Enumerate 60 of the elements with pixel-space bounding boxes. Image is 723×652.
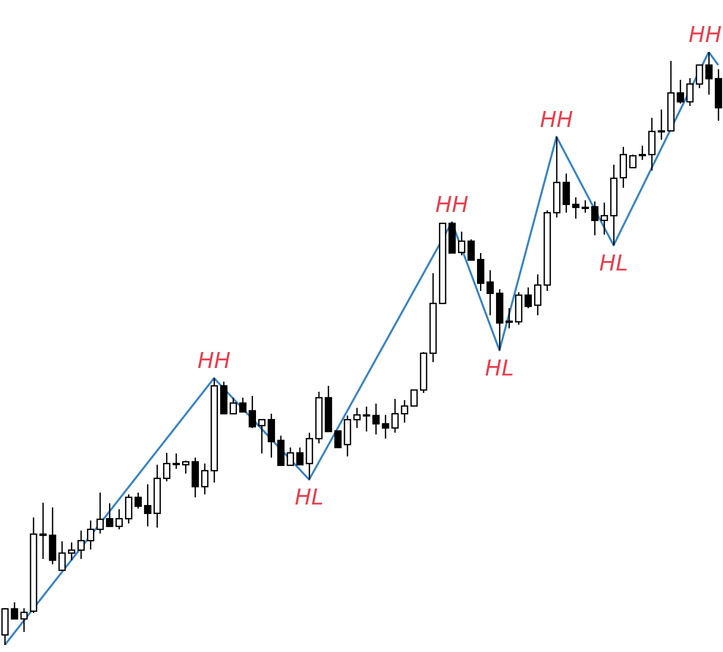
candlestick xyxy=(334,430,342,448)
candlestick xyxy=(696,64,704,89)
candlestick xyxy=(116,508,123,530)
candlestick xyxy=(362,406,370,432)
candlestick xyxy=(39,502,47,560)
candlestick xyxy=(562,172,570,214)
candlestick xyxy=(296,446,304,466)
candlestick xyxy=(572,196,580,220)
candlestick xyxy=(353,407,361,429)
candlestick xyxy=(20,608,28,633)
candlestick xyxy=(372,403,380,436)
annotation: HL xyxy=(599,251,628,276)
candlestick xyxy=(524,286,532,309)
candlestick xyxy=(201,462,208,496)
candlestick xyxy=(600,202,608,236)
annotation: HH xyxy=(540,108,574,133)
candlestick xyxy=(410,389,418,407)
candlestick xyxy=(86,520,94,550)
candlestick xyxy=(163,452,170,482)
candlestick xyxy=(258,419,266,454)
candlestick xyxy=(705,52,713,96)
candlestick xyxy=(144,484,152,528)
candlestick xyxy=(486,270,494,316)
annotation: HH xyxy=(198,349,231,374)
candlestick xyxy=(230,397,237,414)
candlestick xyxy=(96,492,104,534)
candlestick xyxy=(686,77,694,107)
candlestick xyxy=(182,460,190,474)
candlestick xyxy=(125,494,132,524)
candlestick xyxy=(172,452,180,470)
candlestick xyxy=(648,117,656,172)
candlestick xyxy=(286,446,294,466)
annotation: HH xyxy=(435,193,468,218)
candlestick xyxy=(239,397,246,413)
candlestick xyxy=(77,530,85,560)
annotation: HL xyxy=(294,486,324,511)
annotation: HH xyxy=(688,23,722,48)
annotation: HL xyxy=(485,356,514,382)
candlestick xyxy=(534,274,542,316)
candlestick xyxy=(10,602,18,620)
candlestick xyxy=(458,231,466,256)
candlestick xyxy=(391,398,399,434)
candlestick xyxy=(629,154,637,168)
candlestick xyxy=(638,145,646,161)
candlestick xyxy=(382,414,390,440)
candlestick xyxy=(400,399,408,424)
candlestick xyxy=(506,308,513,329)
candlestick xyxy=(582,200,589,214)
candlestick xyxy=(620,146,628,188)
candlestick xyxy=(477,252,484,292)
candlestick xyxy=(68,542,76,561)
candlestick xyxy=(467,238,475,261)
candlestick xyxy=(268,413,276,458)
candlestick xyxy=(58,540,66,571)
candlestick xyxy=(676,79,684,104)
candlestick xyxy=(658,108,666,140)
candlestick xyxy=(591,200,598,236)
candlestick xyxy=(248,395,256,429)
candlestick xyxy=(134,492,142,510)
candlestick xyxy=(106,502,114,528)
